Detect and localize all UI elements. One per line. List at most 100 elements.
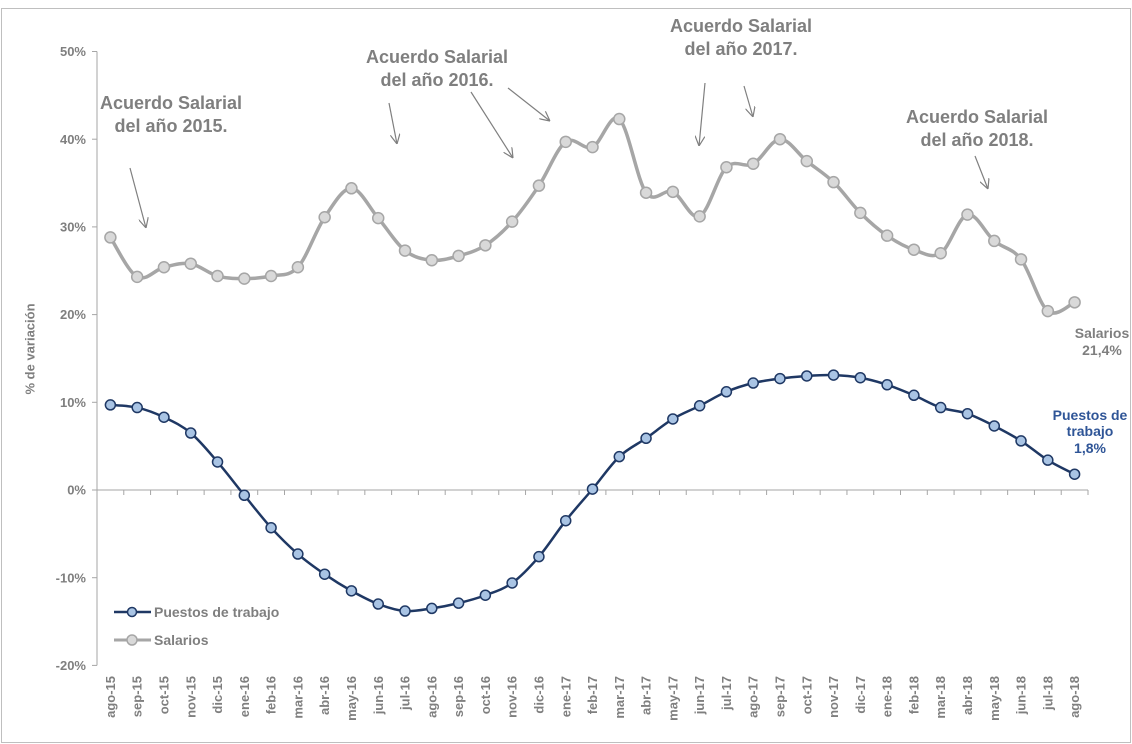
x-tick-label: sep-17 bbox=[773, 676, 788, 717]
x-tick-label: feb-16 bbox=[264, 676, 279, 714]
x-tick-label: mar-17 bbox=[612, 676, 627, 719]
x-tick-label: jul-17 bbox=[719, 676, 734, 711]
x-tick-label: may-17 bbox=[665, 676, 680, 721]
annotation-line: Acuerdo Salarial bbox=[100, 93, 242, 113]
end-label-value: 21,4% bbox=[1082, 342, 1122, 358]
y-tick-label: 50% bbox=[60, 44, 86, 59]
annotation-2016: Acuerdo Salarial del año 2016. bbox=[366, 47, 508, 90]
annotation-arrow bbox=[129, 167, 146, 228]
data-point-puestos-de-trabajo bbox=[613, 450, 626, 463]
x-tick-label: oct-16 bbox=[478, 676, 493, 714]
annotation-2017: Acuerdo Salarial del año 2017. bbox=[670, 16, 812, 59]
data-point-puestos-de-trabajo bbox=[854, 371, 867, 384]
y-tick-label: -10% bbox=[56, 570, 87, 585]
data-point-puestos-de-trabajo bbox=[586, 483, 599, 495]
data-point-puestos-de-trabajo bbox=[720, 386, 733, 398]
data-point-salarios bbox=[720, 161, 733, 174]
x-axis: ago-15 sep-15 oct-15 nov-15 dic-15 ene-16 feb-… bbox=[96, 489, 1089, 721]
legend-item-puestos-de-trabajo: Puestos de trabajo bbox=[114, 604, 279, 620]
chart-frame bbox=[1, 8, 1131, 743]
x-tick-label: ene-17 bbox=[558, 676, 573, 717]
data-point-salarios bbox=[398, 244, 412, 257]
x-tick-label: jun-16 bbox=[371, 676, 386, 715]
legend-item-salarios: Salarios bbox=[114, 632, 209, 648]
legend: Puestos de trabajo Salarios bbox=[114, 604, 279, 648]
data-point-puestos-de-trabajo bbox=[908, 389, 920, 402]
x-tick-label: abr-16 bbox=[317, 676, 332, 715]
annotation-line: Acuerdo Salarial bbox=[366, 47, 508, 67]
x-tick-label: nov-16 bbox=[505, 676, 520, 718]
legend-label-puestos-de-trabajo: Puestos de trabajo bbox=[154, 604, 279, 620]
data-point-salarios bbox=[827, 175, 840, 189]
data-point-salarios bbox=[452, 249, 465, 263]
x-tick-label: nov-15 bbox=[183, 676, 198, 718]
data-point-puestos-de-trabajo bbox=[372, 598, 384, 610]
x-tick-label: ene-16 bbox=[237, 676, 252, 717]
data-point-puestos-de-trabajo bbox=[827, 369, 840, 381]
data-point-salarios bbox=[264, 269, 278, 283]
y-tick-label: 10% bbox=[60, 395, 86, 410]
data-point-salarios bbox=[318, 211, 331, 224]
x-tick-label: ago-15 bbox=[103, 676, 118, 718]
data-point-salarios bbox=[854, 206, 867, 220]
data-point-salarios bbox=[479, 239, 492, 252]
annotations: Acuerdo Salarial del año 2015. Acuerdo S… bbox=[100, 16, 1048, 150]
x-tick-label: nov-17 bbox=[826, 676, 841, 718]
data-point-salarios bbox=[104, 231, 117, 244]
annotation-line: del año 2017. bbox=[684, 39, 797, 59]
x-tick-label: oct-15 bbox=[157, 676, 172, 714]
data-point-puestos-de-trabajo bbox=[667, 413, 679, 425]
x-tick-label: ago-16 bbox=[424, 676, 439, 718]
data-point-salarios bbox=[746, 157, 760, 171]
y-axis-ticks: 50% 40% 30% 20% 10% 0% -10% -20% bbox=[56, 44, 97, 673]
x-tick-label: ene-18 bbox=[880, 676, 895, 717]
y-axis-title: % de variación bbox=[23, 303, 38, 394]
data-point-puestos-de-trabajo bbox=[774, 372, 786, 385]
data-point-puestos-de-trabajo bbox=[533, 550, 545, 563]
data-point-salarios bbox=[1041, 304, 1055, 318]
data-point-salarios bbox=[345, 182, 358, 195]
data-point-salarios bbox=[988, 234, 1001, 248]
data-point-puestos-de-trabajo bbox=[184, 427, 197, 439]
data-point-puestos-de-trabajo bbox=[961, 407, 974, 420]
x-tick-label: jul-18 bbox=[1040, 676, 1055, 711]
data-point-salarios bbox=[291, 260, 305, 274]
data-point-salarios bbox=[532, 179, 546, 192]
data-point-puestos-de-trabajo bbox=[479, 589, 492, 601]
data-point-salarios bbox=[157, 260, 171, 274]
data-point-salarios bbox=[800, 154, 814, 168]
x-tick-label: jun-17 bbox=[692, 676, 707, 715]
x-tick-label: ago-17 bbox=[746, 676, 761, 718]
x-tick-label: dic-16 bbox=[531, 676, 546, 714]
y-tick-label: 30% bbox=[60, 219, 86, 234]
data-point-salarios bbox=[586, 140, 599, 154]
y-tick-label: 0% bbox=[67, 483, 86, 498]
y-tick-label: 20% bbox=[60, 307, 86, 322]
data-point-salarios bbox=[613, 112, 626, 126]
x-tick-label: jun-18 bbox=[1014, 676, 1029, 715]
data-point-salarios bbox=[505, 215, 519, 228]
series-layer bbox=[104, 112, 1081, 617]
data-point-salarios bbox=[961, 208, 974, 221]
annotation-line: Acuerdo Salarial bbox=[670, 16, 812, 36]
data-point-puestos-de-trabajo bbox=[1068, 468, 1081, 480]
data-point-puestos-de-trabajo bbox=[211, 456, 224, 468]
y-tick-label: 40% bbox=[60, 132, 86, 147]
end-label-line: trabajo bbox=[1067, 423, 1114, 439]
x-tick-label: sep-16 bbox=[451, 676, 466, 717]
data-point-puestos-de-trabajo bbox=[801, 370, 813, 382]
annotation-line: del año 2018. bbox=[920, 130, 1033, 150]
data-point-puestos-de-trabajo bbox=[1015, 435, 1027, 447]
data-point-puestos-de-trabajo bbox=[934, 401, 947, 414]
x-tick-label: mar-16 bbox=[290, 676, 305, 719]
data-point-salarios bbox=[371, 211, 385, 225]
data-point-salarios bbox=[238, 272, 251, 285]
annotation-arrows bbox=[129, 82, 988, 228]
annotation-arrow bbox=[699, 82, 706, 146]
x-axis-tick-labels: ago-15 sep-15 oct-15 nov-15 dic-15 ene-16 feb-… bbox=[103, 676, 1082, 721]
x-tick-label: may-18 bbox=[987, 676, 1002, 721]
data-point-puestos-de-trabajo bbox=[265, 521, 277, 534]
annotation-arrow bbox=[388, 102, 397, 144]
x-tick-label: dic-15 bbox=[210, 676, 225, 714]
